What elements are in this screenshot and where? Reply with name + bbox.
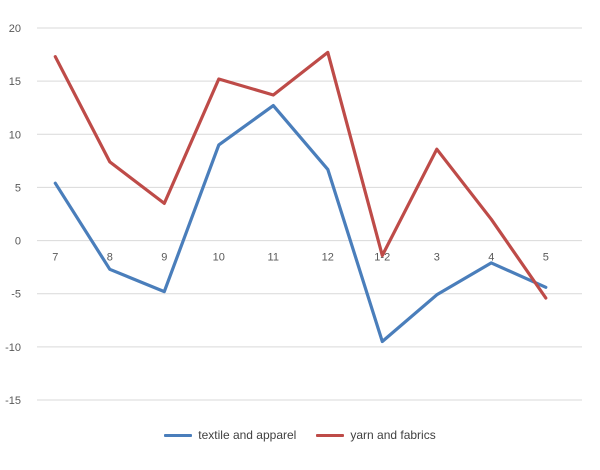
x-tick-label: 5 xyxy=(543,252,549,264)
x-tick-label: 3 xyxy=(434,252,440,264)
legend: textile and apparel yarn and fabrics xyxy=(0,428,600,442)
x-tick-label: 10 xyxy=(213,252,225,264)
x-tick-label: 9 xyxy=(161,252,167,264)
y-tick-label: 10 xyxy=(9,129,21,141)
gridlines xyxy=(37,27,582,401)
y-tick-label: -5 xyxy=(11,289,21,301)
y-tick-label: 5 xyxy=(15,182,21,194)
x-tick-label: 7 xyxy=(52,252,58,264)
legend-swatch-series-0 xyxy=(164,433,193,437)
y-tick-label: -15 xyxy=(5,395,21,407)
x-tick-label: 11 xyxy=(268,252,279,264)
x-tick-label: 4 xyxy=(488,252,494,264)
y-tick-label: 20 xyxy=(9,23,21,35)
series-line-1 xyxy=(53,50,548,300)
series-line-0 xyxy=(53,103,548,344)
y-axis-tick-labels: -15 -10 -5 0 5 10 15 20 xyxy=(5,23,21,407)
series-lines xyxy=(53,50,548,344)
legend-label-series-1: yarn and fabrics xyxy=(350,428,436,442)
x-tick-label: 8 xyxy=(107,252,113,264)
y-tick-label: 15 xyxy=(9,76,21,88)
legend-item-series-1: yarn and fabrics xyxy=(316,428,436,442)
x-tick-label: 12 xyxy=(322,252,334,264)
x-tick-label: 1-2 xyxy=(374,252,390,264)
legend-label-series-0: textile and apparel xyxy=(198,428,297,442)
x-axis-tick-labels: 7 8 9 10 11 12 1-2 3 4 5 xyxy=(52,252,549,264)
legend-swatch-series-1 xyxy=(316,433,345,437)
y-tick-label: -10 xyxy=(5,342,21,354)
legend-item-series-0: textile and apparel xyxy=(164,428,296,442)
y-tick-label: 0 xyxy=(15,236,21,248)
